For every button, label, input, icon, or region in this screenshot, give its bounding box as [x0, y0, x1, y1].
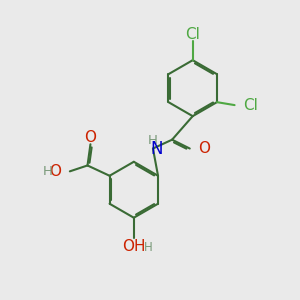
Text: H: H	[144, 241, 153, 254]
Text: O: O	[50, 164, 61, 179]
Text: OH: OH	[122, 239, 146, 254]
Text: Cl: Cl	[243, 98, 258, 112]
Text: H: H	[148, 134, 158, 147]
Text: Cl: Cl	[185, 27, 200, 42]
Text: N: N	[150, 140, 163, 158]
Text: O: O	[84, 130, 96, 145]
Text: O: O	[198, 141, 210, 156]
Text: H: H	[42, 165, 52, 178]
